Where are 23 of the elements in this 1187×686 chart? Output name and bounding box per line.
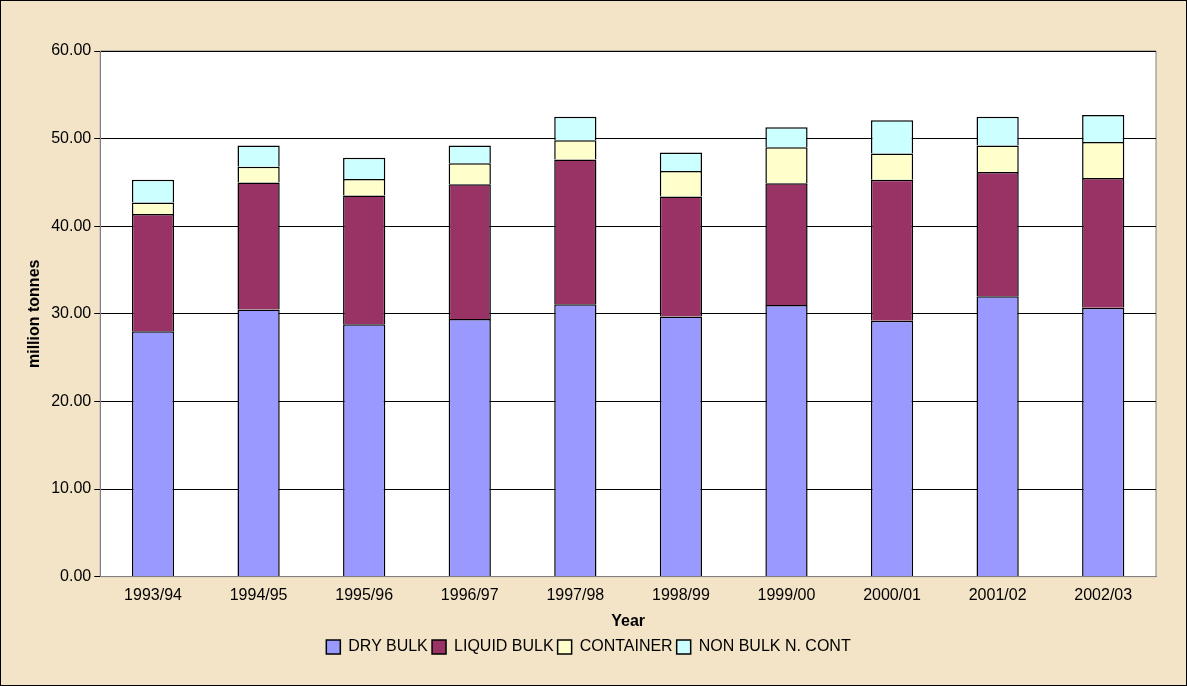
x-tick-label: 1996/97 bbox=[440, 585, 499, 603]
x-tick-label: 2002/03 bbox=[1074, 585, 1133, 603]
x-tick-label: 1994/95 bbox=[229, 585, 288, 603]
x-tick-label: 1997/98 bbox=[546, 585, 605, 603]
legend-label: LIQUID BULK bbox=[454, 637, 554, 655]
x-tick-label: 1995/96 bbox=[335, 585, 394, 603]
y-tick-label: 10.00 bbox=[51, 479, 92, 497]
legend-label: DRY BULK bbox=[348, 637, 429, 655]
x-tick-label: 1999/00 bbox=[757, 585, 816, 603]
y-tick-label: 0.00 bbox=[60, 567, 92, 585]
x-tick-label: 1998/99 bbox=[651, 585, 710, 603]
x-tick-label: 1993/94 bbox=[124, 585, 183, 603]
x-tick-label: 2001/02 bbox=[968, 585, 1027, 603]
y-axis-title: million tonnes bbox=[25, 259, 43, 369]
legend-label: NON BULK N. CONT bbox=[698, 637, 851, 655]
y-tick-label: 20.00 bbox=[51, 391, 92, 409]
y-tick-label: 50.00 bbox=[51, 129, 92, 147]
y-tick-label: 60.00 bbox=[51, 41, 92, 59]
x-axis-title: Year bbox=[611, 611, 646, 629]
y-tick-label: 40.00 bbox=[51, 216, 92, 234]
y-tick-label: 30.00 bbox=[51, 304, 92, 322]
x-tick-label: 2000/01 bbox=[863, 585, 922, 603]
legend-label: CONTAINER bbox=[579, 637, 673, 655]
